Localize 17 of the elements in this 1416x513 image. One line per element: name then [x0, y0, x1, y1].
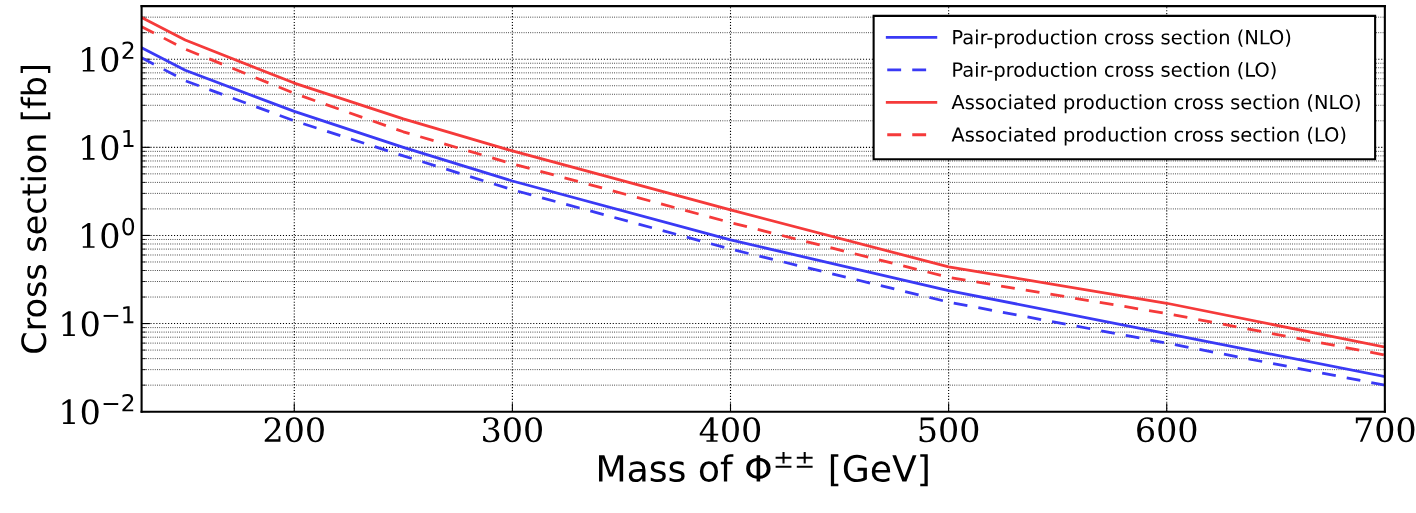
legend-label: Associated production cross section (NLO) — [951, 94, 1360, 114]
x-tick-label: 200 — [264, 417, 324, 443]
legend-label: Pair-production cross section (LO) — [953, 61, 1276, 81]
x-tick-label: 400 — [699, 417, 761, 443]
y-tick-label: 10$^{−2}$ — [62, 394, 134, 425]
x-axis-title: Mass of Φ$^{±±}$ [GeV] — [599, 451, 928, 487]
x-tick-label: 300 — [483, 417, 542, 443]
y-tick-label: 10$^{−1}$ — [62, 306, 134, 337]
y-tick-label: 10$^{1}$ — [82, 129, 134, 161]
y-axis-title: Cross section [fb] — [20, 66, 51, 353]
x-tick-label: 500 — [919, 417, 979, 443]
legend-label: Associated production cross section (LO) — [951, 126, 1346, 146]
y-tick-label: 10$^{2}$ — [82, 41, 134, 73]
x-tick-label: 600 — [1137, 417, 1197, 443]
x-tick-label: 700 — [1355, 417, 1415, 443]
y-tick-label: 10$^{0}$ — [82, 217, 135, 249]
legend-label: Pair-production cross section (NLO) — [953, 29, 1291, 49]
